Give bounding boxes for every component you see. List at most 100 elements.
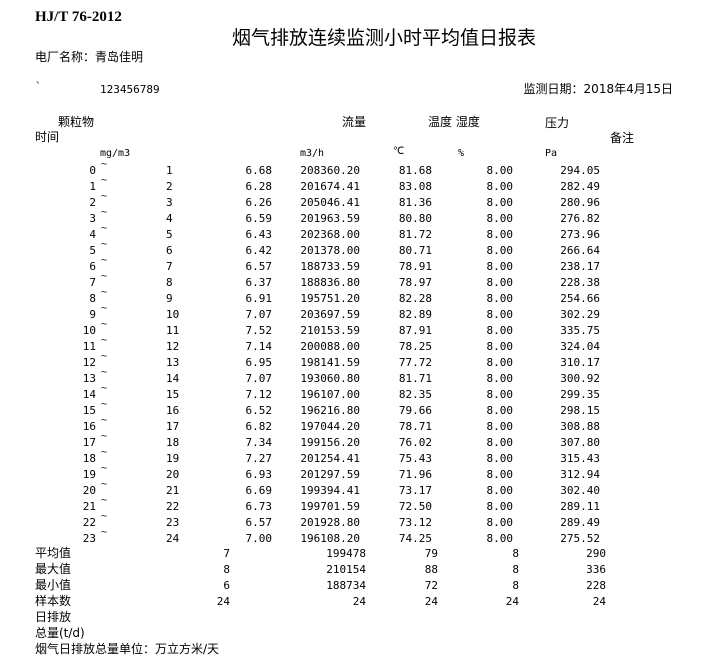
cell-flow: 201963.59 <box>300 212 360 225</box>
cell-humidity: 8.00 <box>486 468 514 481</box>
cell-hour-start: 0 <box>89 164 96 177</box>
cell-hour-end: 20 <box>166 468 180 481</box>
cell-flow: 203697.59 <box>300 308 360 321</box>
cell-hour-start: 20 <box>82 484 96 497</box>
cell-pressure: 254.66 <box>560 292 600 305</box>
cell-flow: 193060.80 <box>300 372 360 385</box>
cell-hour-end: 19 <box>166 452 180 465</box>
cell-flow: 196216.80 <box>300 404 360 417</box>
summary-temperature: 79 <box>424 547 438 560</box>
cell-temperature: 73.12 <box>398 516 432 529</box>
cell-pressure: 273.96 <box>560 228 600 241</box>
cell-hour-start: 21 <box>82 500 96 513</box>
cell-pressure: 299.35 <box>560 388 600 401</box>
cell-hour-start: 5 <box>89 244 96 257</box>
cell-pressure: 302.29 <box>560 308 600 321</box>
cell-humidity: 8.00 <box>486 532 514 545</box>
cell-temperature: 82.35 <box>398 388 432 401</box>
cell-humidity: 8.00 <box>486 244 514 257</box>
cell-pressure: 266.64 <box>560 244 600 257</box>
cell-hour-start: 10 <box>82 324 96 337</box>
cell-particulate: 6.37 <box>245 276 273 289</box>
range-tilde: ~ <box>101 463 108 474</box>
col-pressure: 压力 <box>545 116 570 130</box>
cell-pressure: 315.43 <box>560 452 600 465</box>
cell-flow: 188733.59 <box>300 260 360 273</box>
cell-temperature: 72.50 <box>398 500 432 513</box>
cell-flow: 196107.00 <box>300 388 360 401</box>
cell-particulate: 6.28 <box>245 180 273 193</box>
cell-hour-start: 7 <box>89 276 96 289</box>
col-flow: 流量 <box>342 115 367 129</box>
cell-particulate: 7.00 <box>245 532 273 545</box>
summary-label: 平均值 <box>35 546 72 560</box>
cell-temperature: 82.28 <box>398 292 432 305</box>
cell-humidity: 8.00 <box>486 308 514 321</box>
col-time: 时间 <box>35 130 60 144</box>
cell-temperature: 81.71 <box>398 372 432 385</box>
cell-temperature: 73.17 <box>398 484 432 497</box>
cell-particulate: 6.93 <box>245 468 273 481</box>
summary-flow: 24 <box>352 595 366 608</box>
cell-particulate: 6.52 <box>245 404 273 417</box>
standard-code: HJ/T 76-2012 <box>35 9 122 25</box>
cell-pressure: 294.05 <box>560 164 600 177</box>
cell-humidity: 8.00 <box>486 212 514 225</box>
range-tilde: ~ <box>101 319 108 330</box>
cell-humidity: 8.00 <box>486 516 514 529</box>
cell-particulate: 6.73 <box>245 500 273 513</box>
cell-particulate: 7.14 <box>245 340 273 353</box>
cell-pressure: 289.11 <box>560 500 600 513</box>
cell-particulate: 6.26 <box>245 196 273 209</box>
cell-flow: 199394.41 <box>300 484 360 497</box>
cell-hour-start: 13 <box>82 372 96 385</box>
cell-hour-start: 16 <box>82 420 96 433</box>
summary-pressure: 290 <box>586 547 606 560</box>
cell-hour-start: 23 <box>82 532 96 545</box>
cell-particulate: 6.57 <box>245 516 273 529</box>
range-tilde: ~ <box>101 351 108 362</box>
cell-pressure: 228.38 <box>560 276 600 289</box>
plant-name: 电厂名称：青岛佳明 <box>35 50 144 64</box>
summary-pressure: 228 <box>586 579 606 592</box>
cell-particulate: 6.69 <box>245 484 273 497</box>
summary-humidity: 8 <box>512 547 519 560</box>
range-tilde: ~ <box>101 191 108 202</box>
cell-flow: 188836.80 <box>300 276 360 289</box>
cell-hour-end: 18 <box>166 436 180 449</box>
cell-hour-end: 15 <box>166 388 180 401</box>
range-tilde: ~ <box>101 415 108 426</box>
cell-hour-end: 21 <box>166 484 180 497</box>
range-tilde: ~ <box>101 239 108 250</box>
unit-humidity: % <box>458 148 465 159</box>
range-tilde: ~ <box>101 383 108 394</box>
summary-particulate: 8 <box>223 563 230 576</box>
cell-hour-end: 5 <box>166 228 173 241</box>
cell-flow: 201297.59 <box>300 468 360 481</box>
cell-particulate: 6.43 <box>245 228 273 241</box>
unit-temp: ℃ <box>393 146 405 157</box>
cell-flow: 201254.41 <box>300 452 360 465</box>
cell-pressure: 298.15 <box>560 404 600 417</box>
cell-hour-end: 2 <box>166 180 173 193</box>
cell-pressure: 238.17 <box>560 260 600 273</box>
summary-particulate: 7 <box>223 547 230 560</box>
cell-flow: 201928.80 <box>300 516 360 529</box>
cell-particulate: 7.12 <box>245 388 273 401</box>
summary-temperature: 72 <box>424 579 438 592</box>
cell-humidity: 8.00 <box>486 500 514 513</box>
summary-pressure: 336 <box>586 563 606 576</box>
range-tilde: ~ <box>101 527 108 538</box>
cell-humidity: 8.00 <box>486 292 514 305</box>
cell-temperature: 77.72 <box>398 356 432 369</box>
cell-temperature: 81.72 <box>398 228 432 241</box>
cell-temperature: 79.66 <box>398 404 432 417</box>
range-tilde: ~ <box>101 511 108 522</box>
cell-hour-end: 14 <box>166 372 180 385</box>
cell-flow: 195751.20 <box>300 292 360 305</box>
cell-humidity: 8.00 <box>486 420 514 433</box>
unit-flow: m3/h <box>300 148 325 159</box>
cell-pressure: 310.17 <box>560 356 600 369</box>
cell-humidity: 8.00 <box>486 276 514 289</box>
